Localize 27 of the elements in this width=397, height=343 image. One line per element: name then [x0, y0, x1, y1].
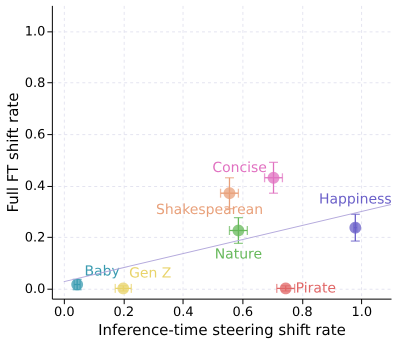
series-label: Happiness	[319, 192, 392, 208]
series-label: Gen Z	[129, 265, 172, 282]
x-tick-label: 1.0	[351, 305, 372, 320]
x-tick-label: 0.8	[292, 305, 313, 320]
x-tick-label: 0.2	[113, 305, 134, 320]
point	[268, 172, 280, 184]
point	[349, 222, 362, 234]
y-axis-title: Full FT shift rate	[4, 92, 22, 213]
y-tick-label: 0.0	[24, 282, 46, 297]
series-label: Baby	[84, 264, 120, 280]
point	[117, 282, 130, 294]
series-label: Concise	[212, 160, 267, 176]
x-tick-label: 0.0	[54, 305, 75, 320]
point	[224, 187, 236, 200]
point	[280, 282, 292, 294]
series-label: Pirate	[296, 280, 336, 296]
x-tick-label: 0.4	[172, 305, 194, 320]
y-tick-label: 0.2	[24, 230, 46, 246]
x-axis-title: Inference-time steering shift rate	[98, 321, 346, 340]
point	[232, 224, 244, 236]
y-tick-label: 0.6	[24, 128, 46, 143]
series-label: Nature	[214, 246, 262, 262]
y-tick-label: 1.0	[24, 24, 46, 40]
y-tick-label: 0.4	[24, 178, 46, 194]
y-tick-label: 0.8	[24, 76, 46, 92]
series-label: Shakespearean	[156, 202, 264, 218]
x-tick-label: 0.6	[232, 305, 254, 320]
